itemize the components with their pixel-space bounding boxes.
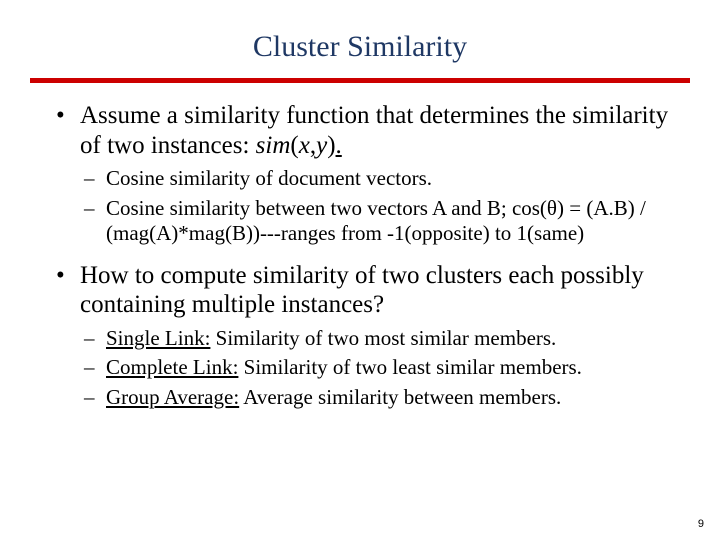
sub-cosine-doc: Cosine similarity of document vectors. (84, 166, 690, 192)
bullet-assume-pre: Assume a similarity function that determ… (80, 102, 668, 159)
slide: Cluster Similarity Assume a similarity f… (0, 0, 720, 540)
bullet-assume-open: ( (290, 132, 298, 159)
slide-title: Cluster Similarity (30, 30, 690, 64)
bullet-assume-close: ) (327, 132, 335, 159)
sub-cosine-formula: Cosine similarity between two vectors A … (84, 196, 690, 247)
bullet-assume: Assume a similarity function that determ… (56, 101, 690, 160)
content-body: Assume a similarity function that determ… (30, 101, 690, 411)
sub-group-average-rest: Average similarity between members. (239, 385, 561, 409)
sub-group-average-u: Group Average: (106, 385, 239, 409)
sub-complete-link-u: Complete Link: (106, 355, 238, 379)
sub-complete-link-rest: Similarity of two least similar members. (238, 355, 582, 379)
block-1: Assume a similarity function that determ… (56, 101, 690, 247)
bullet-assume-y: y (316, 132, 327, 159)
bullet-howto: How to compute similarity of two cluster… (56, 261, 690, 320)
bullet-assume-tail: . (336, 132, 342, 159)
title-rule (30, 78, 690, 83)
bullet-assume-x: x (299, 132, 310, 159)
sub-single-link: Single Link: Similarity of two most simi… (84, 326, 690, 352)
sub-single-link-rest: Similarity of two most similar members. (210, 326, 556, 350)
sub-complete-link: Complete Link: Similarity of two least s… (84, 355, 690, 381)
block-2: How to compute similarity of two cluster… (56, 261, 690, 411)
sub-group-average: Group Average: Average similarity betwee… (84, 385, 690, 411)
page-number: 9 (698, 518, 704, 530)
bullet-assume-sim: sim (256, 132, 291, 159)
sub-single-link-u: Single Link: (106, 326, 210, 350)
